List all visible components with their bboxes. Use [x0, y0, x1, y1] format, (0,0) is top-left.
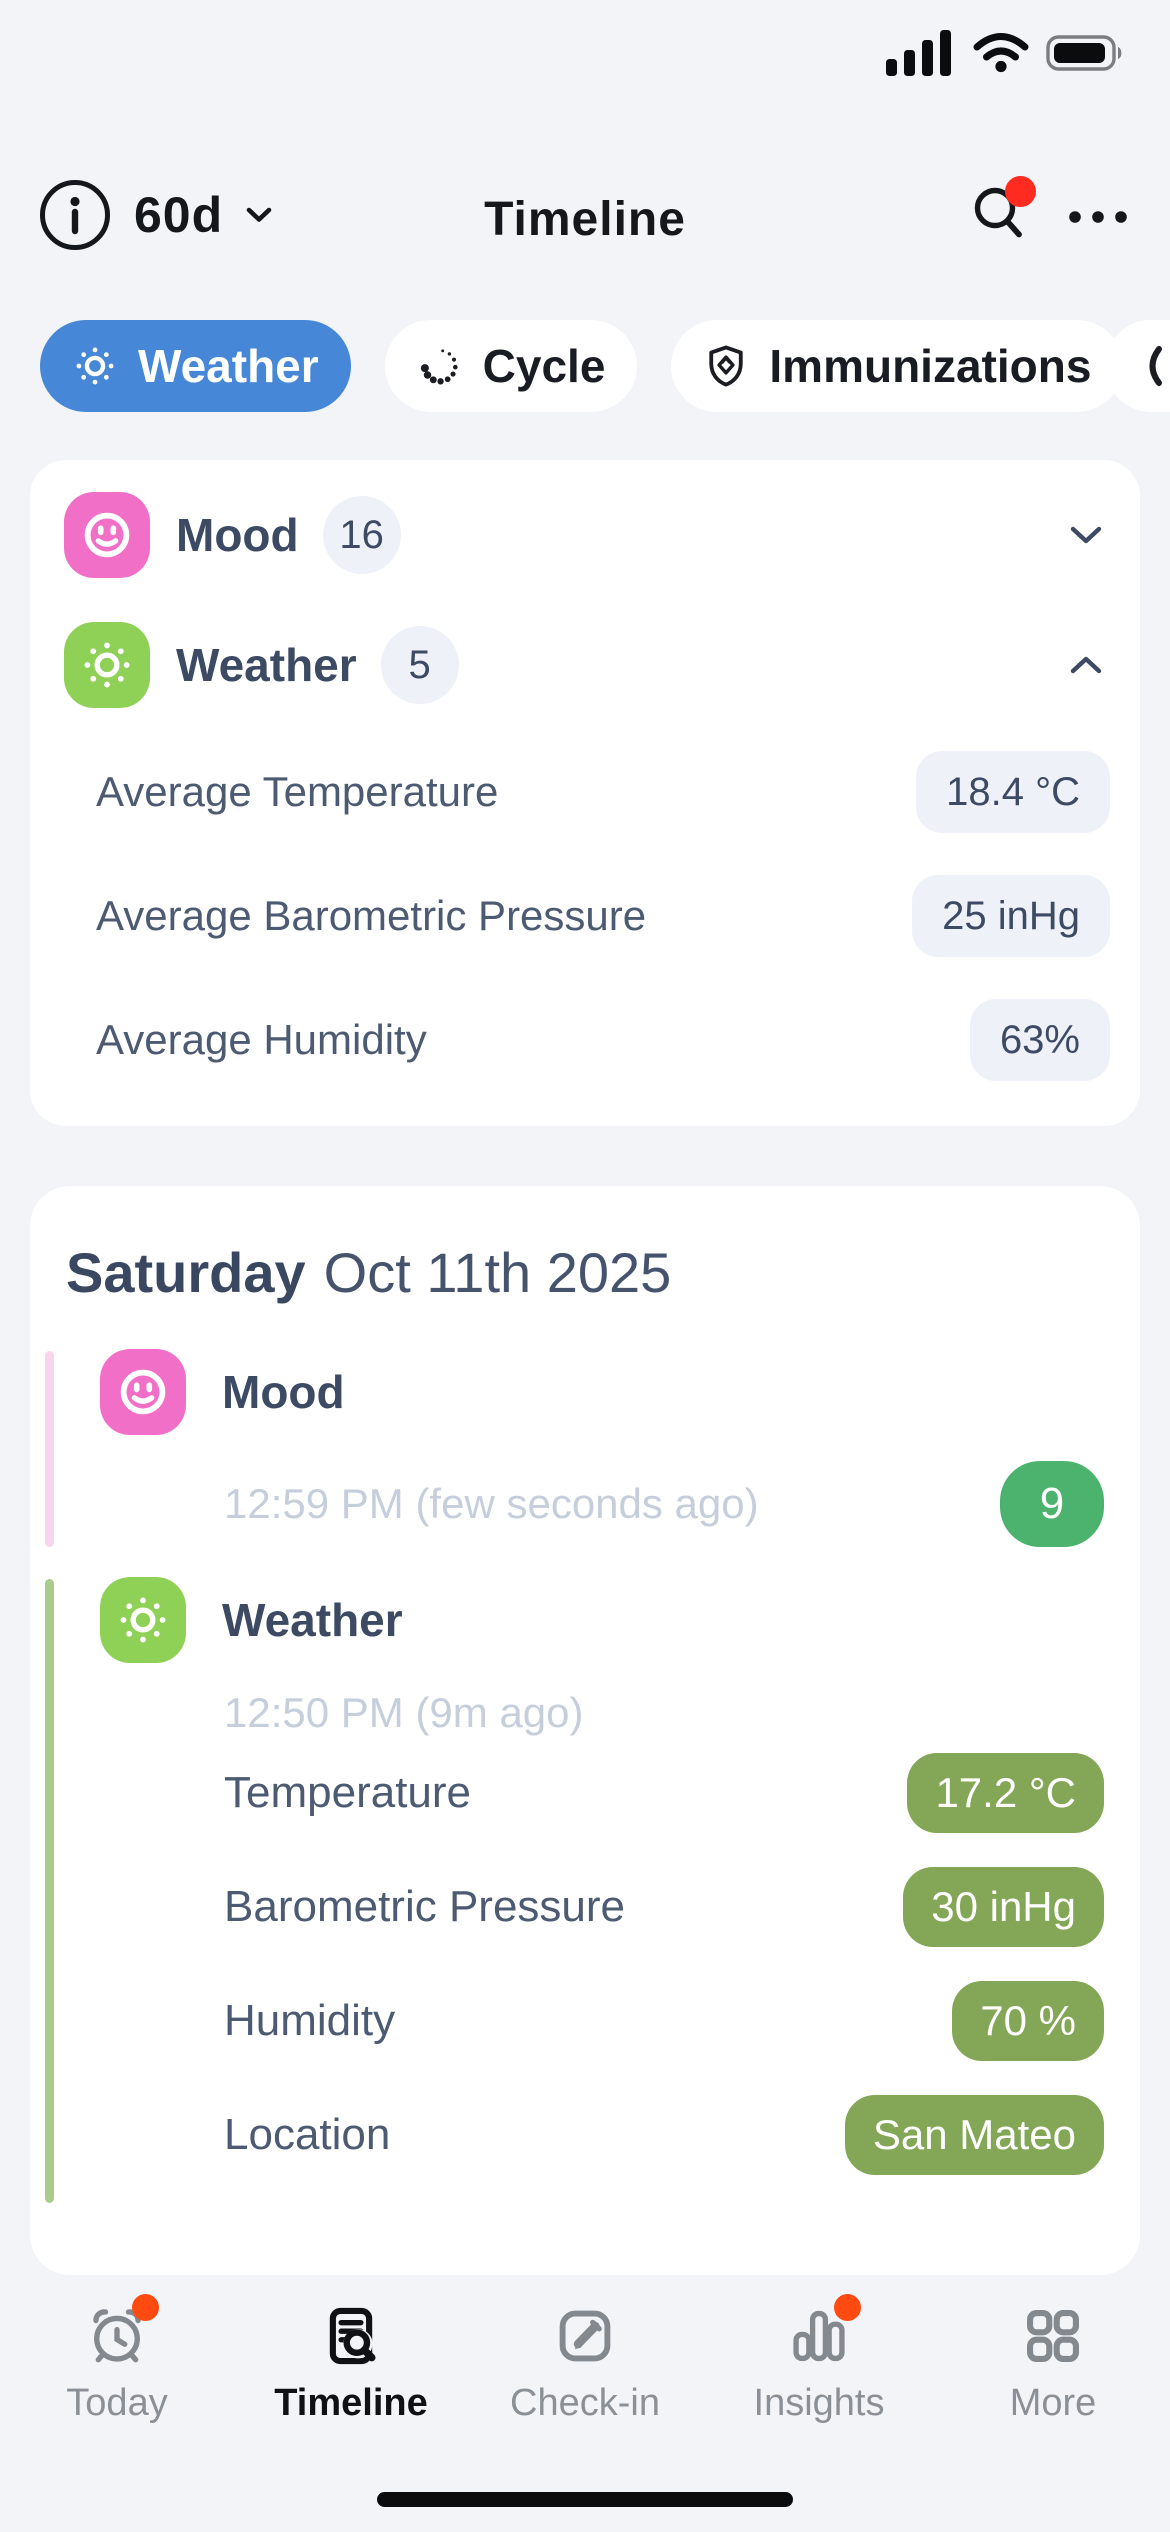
- tab-label: Insights: [753, 2382, 885, 2424]
- range-selector[interactable]: 60d: [38, 178, 273, 252]
- detail-value: 70 %: [952, 1981, 1104, 2061]
- entry-color-bar: [45, 1351, 54, 1547]
- ellipsis-icon[interactable]: [1068, 210, 1128, 224]
- day-label: Saturday: [66, 1241, 306, 1304]
- chevron-down-icon: [245, 206, 273, 224]
- filter-chip-partial[interactable]: [1105, 320, 1170, 412]
- home-indicator[interactable]: [377, 2492, 793, 2507]
- detail-label: Location: [224, 2110, 391, 2159]
- day-title: Saturday Oct 11th 2025: [30, 1240, 1140, 1305]
- search-icon: [974, 187, 1022, 238]
- status-bar: [886, 30, 1126, 76]
- chevron-up-icon[interactable]: [1068, 653, 1104, 677]
- detail-value: San Mateo: [844, 2095, 1104, 2175]
- tab-label: More: [1009, 2382, 1097, 2424]
- bar-chart-icon: [793, 2310, 845, 2362]
- entry-color-bar: [45, 1579, 54, 2203]
- entry-detail-row: Humidity 70 %: [224, 1981, 1104, 2061]
- tab-timeline[interactable]: Timeline: [234, 2302, 468, 2425]
- stat-label: Average Humidity: [96, 1016, 427, 1063]
- stat-value: 18.4 °C: [916, 751, 1110, 833]
- cycle-dots-icon: [417, 343, 463, 389]
- search-button[interactable]: [968, 176, 1036, 252]
- summary-group-label: Weather: [176, 639, 357, 691]
- entry-timestamp: 12:59 PM (few seconds ago): [224, 1480, 759, 1527]
- info-icon[interactable]: [38, 178, 112, 252]
- wifi-icon: [972, 32, 1030, 74]
- weather-entry-icon: [100, 1577, 186, 1663]
- tab-notification-dot: [132, 2294, 159, 2321]
- timeline-entry-mood[interactable]: Mood 12:59 PM (few seconds ago) 9: [30, 1349, 1140, 1547]
- weather-category-icon: [64, 622, 150, 708]
- filter-chip-immunizations[interactable]: Immunizations: [671, 320, 1124, 412]
- filter-chip-weather[interactable]: Weather: [40, 320, 351, 412]
- tab-bar: Today Timeline Check-in: [0, 2294, 1170, 2425]
- date-label: Oct 11th 2025: [323, 1241, 672, 1304]
- timeline-day-card: Saturday Oct 11th 2025 Mood 12:59 PM (few…: [30, 1186, 1140, 2275]
- summary-stat-row: Average Humidity 63%: [64, 978, 1110, 1102]
- tab-label: Timeline: [274, 2382, 428, 2424]
- header: 60d Timeline: [0, 176, 1170, 268]
- filter-chips: Weather Cycle Immunizations: [40, 320, 1124, 412]
- chevron-down-icon[interactable]: [1068, 523, 1104, 547]
- smiley-icon: [84, 512, 130, 558]
- range-label[interactable]: 60d: [134, 187, 224, 243]
- sun-icon: [120, 1597, 166, 1643]
- stat-label: Average Barometric Pressure: [96, 892, 647, 939]
- stat-label: Average Temperature: [96, 768, 499, 815]
- tab-insights[interactable]: Insights: [702, 2294, 936, 2425]
- alarm-clock-icon: [93, 2309, 141, 2363]
- filter-chip-cycle[interactable]: Cycle: [384, 320, 638, 412]
- detail-value: 30 inHg: [903, 1867, 1104, 1947]
- entry-detail-row: Barometric Pressure 30 inHg: [224, 1867, 1104, 1947]
- summary-group-mood[interactable]: Mood 16: [64, 470, 1110, 600]
- mood-score-badge: 9: [1000, 1461, 1104, 1547]
- entry-title: Mood: [222, 1366, 345, 1418]
- summary-stat-row: Average Temperature 18.4 °C: [64, 730, 1110, 854]
- sun-icon: [84, 642, 130, 688]
- stat-value: 63%: [969, 999, 1110, 1081]
- edit-icon: [559, 2310, 611, 2362]
- summary-group-weather[interactable]: Weather 5: [64, 600, 1110, 730]
- tab-notification-dot: [834, 2294, 861, 2321]
- summary-count-badge: 5: [380, 626, 459, 704]
- page-title: Timeline: [484, 193, 686, 246]
- shield-icon: [703, 343, 749, 389]
- detail-label: Temperature: [224, 1768, 472, 1817]
- tab-check-in[interactable]: Check-in: [468, 2302, 702, 2425]
- mood-category-icon: [64, 492, 150, 578]
- battery-icon: [1046, 35, 1126, 71]
- summary-stat-row: Average Barometric Pressure 25 inHg: [64, 854, 1110, 978]
- sun-icon: [72, 343, 118, 389]
- timeline-entry-weather[interactable]: Weather 12:50 PM (9m ago) Temperature 17…: [30, 1577, 1140, 2203]
- filter-chip-label: Cycle: [482, 340, 606, 392]
- tab-more[interactable]: More: [936, 2302, 1170, 2425]
- document-search-icon: [329, 2307, 376, 2365]
- detail-label: Humidity: [224, 1996, 396, 2045]
- summary-group-label: Mood: [176, 509, 299, 561]
- partial-icon: [1149, 346, 1162, 386]
- stat-value: 25 inHg: [912, 875, 1110, 957]
- detail-label: Barometric Pressure: [224, 1882, 626, 1931]
- filter-chip-label: Immunizations: [769, 340, 1092, 392]
- entry-title: Weather: [222, 1594, 403, 1646]
- cellular-signal-icon: [886, 30, 956, 76]
- summary-card: Mood 16 Weather 5: [30, 460, 1140, 1126]
- tab-label: Today: [66, 2382, 168, 2424]
- entry-detail-row: Location San Mateo: [224, 2095, 1104, 2175]
- filter-chip-label: Weather: [138, 340, 319, 392]
- notification-dot: [1005, 176, 1036, 207]
- mood-entry-icon: [100, 1349, 186, 1435]
- tab-label: Check-in: [510, 2382, 660, 2424]
- smiley-icon: [120, 1369, 166, 1415]
- summary-count-badge: 16: [322, 496, 401, 574]
- entry-detail-row: Temperature 17.2 °C: [224, 1753, 1104, 1833]
- tab-today[interactable]: Today: [0, 2294, 234, 2425]
- grid-icon: [1027, 2310, 1079, 2362]
- entry-timestamp: 12:50 PM (9m ago): [224, 1689, 584, 1736]
- detail-value: 17.2 °C: [907, 1753, 1104, 1833]
